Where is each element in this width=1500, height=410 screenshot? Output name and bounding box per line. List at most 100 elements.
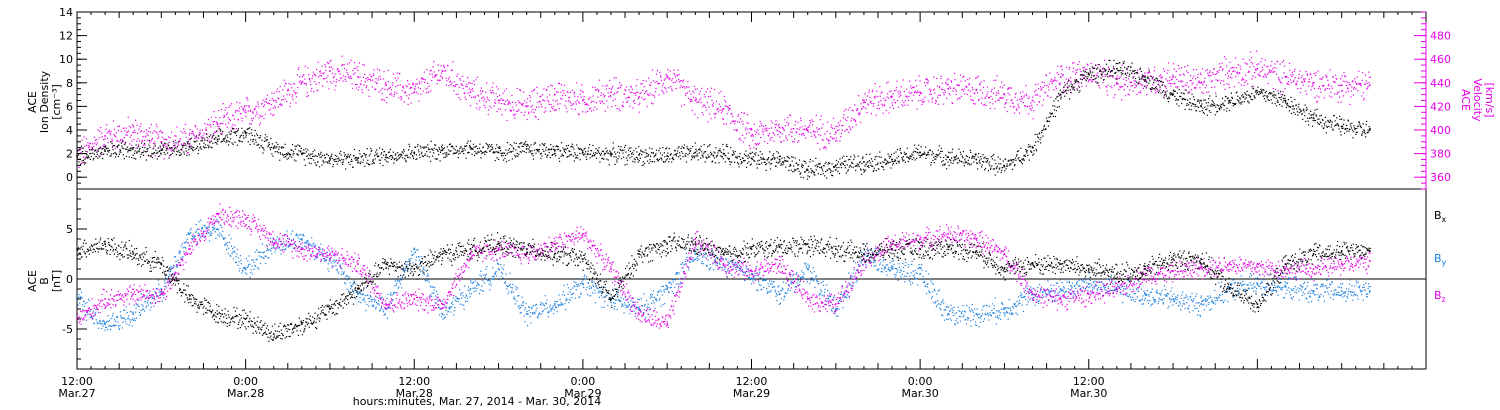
velocity-series-sample — [1262, 69, 1264, 71]
velocity-series-sample — [493, 92, 495, 94]
velocity-series-sample — [329, 61, 331, 63]
velocity-series-sample — [1341, 90, 1344, 92]
velocity-series-sample — [766, 127, 768, 129]
velocity-series-sample — [644, 98, 646, 100]
density-series-sample — [636, 151, 638, 153]
density-series-sample — [661, 159, 663, 161]
velocity-series-sample — [364, 73, 366, 75]
density-series-sample — [927, 151, 930, 153]
density-series-sample — [176, 146, 179, 148]
velocity-series-sample — [1368, 71, 1370, 73]
density-series-sample — [655, 149, 658, 151]
velocity-series-sample — [596, 108, 598, 110]
velocity-series-sample — [858, 95, 860, 97]
velocity-series-sample — [282, 99, 284, 101]
density-series-point — [891, 158, 893, 161]
velocity-series-sample — [1232, 70, 1234, 72]
velocity-series-sample — [706, 109, 708, 111]
density-series-sample — [954, 159, 957, 161]
velocity-series-sample — [795, 131, 797, 133]
density-series-sample — [403, 148, 405, 151]
density-series-sample — [991, 158, 993, 160]
velocity-series-sample — [1303, 78, 1305, 80]
velocity-series-sample — [886, 96, 888, 98]
density-series-sample — [164, 142, 166, 144]
velocity-series-sample — [787, 116, 789, 119]
velocity-series-sample — [1265, 76, 1267, 78]
velocity-series-sample — [989, 101, 991, 104]
density-series-sample — [1027, 154, 1029, 157]
velocity-series-sample — [405, 85, 407, 87]
velocity-series-sample — [415, 91, 418, 93]
velocity-series-sample — [1317, 87, 1320, 90]
velocity-series-sample — [870, 100, 872, 102]
density-series-sample — [772, 154, 774, 157]
density-series-sample — [1193, 103, 1195, 106]
density-series-sample — [794, 168, 796, 171]
density-series-sample — [263, 140, 266, 143]
velocity-series-sample — [219, 117, 221, 119]
velocity-series-sample — [786, 139, 788, 141]
density-series-sample — [1154, 79, 1156, 81]
velocity-series-sample — [306, 92, 308, 94]
velocity-series-sample — [1316, 95, 1318, 97]
velocity-series-sample — [387, 80, 390, 83]
density-series-sample — [307, 149, 309, 151]
density-series-sample — [1051, 112, 1053, 114]
velocity-series-sample — [1351, 81, 1354, 83]
density-series-sample — [678, 156, 680, 158]
density-series-sample — [995, 167, 997, 170]
velocity-series-sample — [765, 129, 767, 131]
velocity-series-sample — [272, 114, 274, 117]
density-series-sample — [498, 146, 501, 148]
velocity-series-sample — [1008, 88, 1010, 90]
density-series-sample — [1131, 62, 1133, 64]
density-series-sample — [82, 159, 85, 161]
density-series-sample — [687, 153, 689, 156]
velocity-series-sample — [428, 91, 430, 93]
velocity-series-sample — [347, 73, 349, 76]
velocity-series-sample — [549, 94, 551, 96]
velocity-series-sample — [956, 84, 958, 86]
velocity-series-sample — [474, 97, 476, 99]
velocity-series-sample — [179, 137, 181, 140]
velocity-series-sample — [658, 94, 660, 96]
density-series-point — [553, 149, 556, 151]
velocity-series-sample — [763, 125, 765, 128]
density-series-sample — [452, 146, 454, 148]
density-series-sample — [700, 145, 702, 147]
velocity-series-sample — [828, 140, 830, 142]
velocity-series-sample — [648, 94, 650, 97]
velocity-series-sample — [214, 132, 216, 134]
velocity-series-sample — [475, 79, 477, 81]
velocity-series-sample — [198, 133, 201, 136]
velocity-series-sample — [726, 113, 728, 115]
density-series-sample — [286, 153, 288, 155]
density-series-sample — [1001, 169, 1003, 172]
velocity-series-sample — [189, 132, 191, 134]
velocity-series-sample — [809, 122, 812, 124]
velocity-series-sample — [588, 98, 590, 100]
density-series-sample — [967, 159, 969, 161]
velocity-series-point — [1144, 79, 1146, 82]
velocity-series-sample — [1024, 105, 1026, 107]
density-series-sample — [405, 161, 407, 163]
density-series-sample — [951, 148, 954, 150]
density-series-sample — [1026, 150, 1028, 152]
density-series-sample — [973, 157, 975, 159]
velocity-series-sample — [502, 92, 504, 94]
density-series-sample — [891, 160, 893, 163]
velocity-series-sample — [677, 69, 679, 71]
velocity-series-sample — [910, 85, 912, 87]
density-series-sample — [1024, 154, 1026, 156]
density-series-sample — [926, 153, 929, 156]
velocity-series-sample — [293, 83, 296, 85]
density-series-point — [104, 150, 106, 153]
velocity-series-sample — [813, 134, 815, 136]
velocity-series-point — [1059, 76, 1062, 78]
density-series-sample — [283, 146, 285, 149]
velocity-series-sample — [1086, 63, 1088, 65]
density-series-sample — [177, 141, 180, 143]
density-series-sample — [504, 157, 506, 160]
velocity-series-sample — [1231, 77, 1233, 79]
